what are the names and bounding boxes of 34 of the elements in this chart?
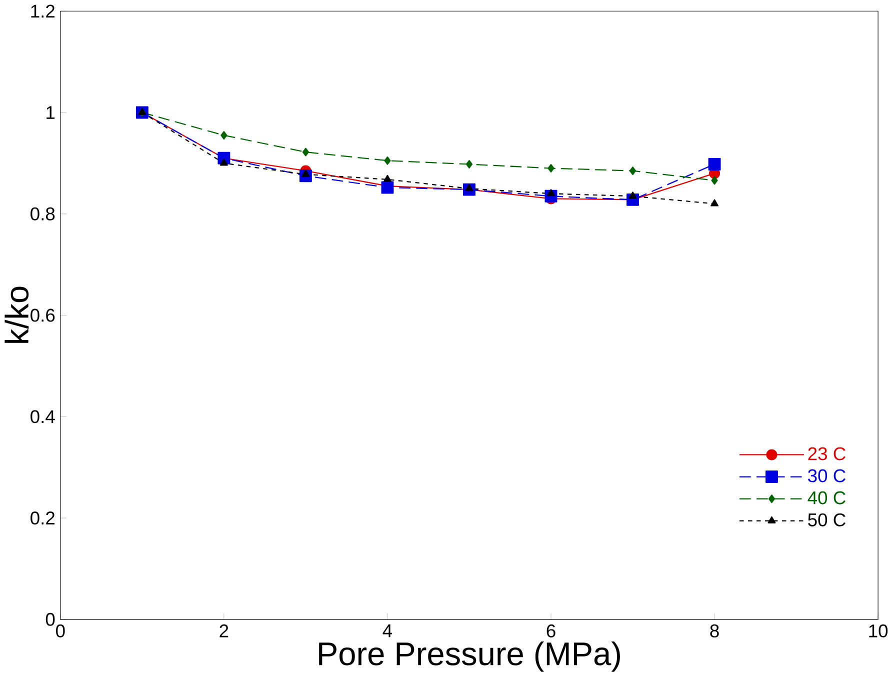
point: [710, 199, 719, 207]
point: [220, 131, 228, 140]
y-tick-label: 0.6: [30, 308, 55, 322]
x-tick-label: 8: [710, 624, 719, 638]
legend-label: 40 C: [808, 492, 846, 505]
point: [466, 160, 473, 169]
x-tick-label: 2: [220, 624, 228, 638]
point: [711, 176, 718, 185]
y-tick-label: 1.2: [31, 4, 54, 18]
y-axis-title: k/ko: [4, 287, 29, 344]
x-axis-title: Pore Pressure (MPa): [319, 642, 620, 672]
point: [547, 189, 555, 196]
y-tick-label: 1: [46, 106, 55, 120]
y-tick-label: 0.4: [30, 410, 55, 424]
point: [220, 158, 228, 166]
point: [628, 192, 637, 199]
x-tick-label: 4: [382, 624, 392, 638]
legend-label: 30 C: [808, 470, 846, 483]
legend-label: 23 C: [808, 447, 846, 460]
point: [383, 175, 392, 182]
point: [384, 156, 391, 166]
x-tick-label: 6: [546, 624, 556, 638]
point: [629, 166, 636, 176]
point: [302, 148, 310, 157]
x-tick-label: 0: [56, 624, 65, 638]
y-tick-label: 0.8: [30, 208, 55, 221]
point: [708, 158, 721, 171]
x-tick-label: 10: [869, 624, 888, 638]
y-tick-label: 0: [46, 613, 55, 626]
point: [302, 170, 310, 178]
legend-label: 50 C: [808, 514, 846, 527]
point: [548, 164, 554, 173]
y-tick-label: 0.2: [30, 512, 54, 525]
point: [465, 184, 474, 192]
